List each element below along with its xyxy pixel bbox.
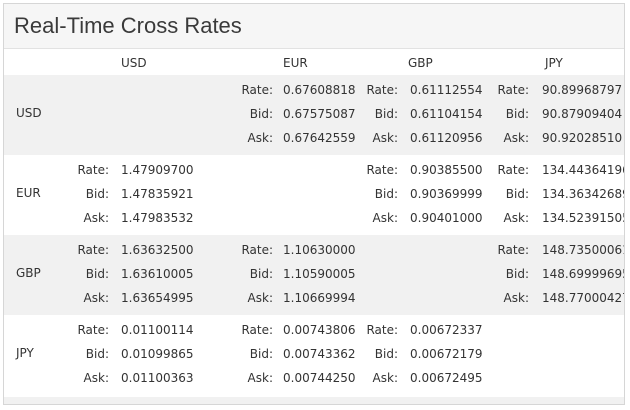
ask-value: 0.67642559 [283, 131, 356, 145]
table-row: EUR Rate: 1.47909700 Bid: 1.47835921 Ask: 1.47… [4, 155, 624, 235]
column-header-usd: USD [121, 56, 147, 70]
rate-label: Rate: [77, 243, 109, 257]
column-header-jpy: JPY [545, 56, 563, 70]
row-header: USD [16, 106, 42, 120]
bid-label: Bid: [505, 267, 529, 281]
table-footer [4, 397, 624, 404]
ask-label: Ask: [247, 371, 273, 385]
ask-value: 0.00672495 [410, 371, 483, 385]
bid-value: 0.61104154 [410, 107, 483, 121]
rate-value: 1.10630000 [283, 243, 356, 257]
ask-value: 1.10669994 [283, 291, 356, 305]
widget-header: Real-Time Cross Rates [4, 4, 624, 49]
ask-value: 90.92028510 [542, 131, 623, 145]
ask-value: 148.77000427 [542, 291, 625, 305]
rate-label: Rate: [241, 323, 273, 337]
ask-label: Ask: [372, 371, 398, 385]
rate-value: 0.00672337 [410, 323, 483, 337]
rate-label: Rate: [497, 163, 529, 177]
ask-value: 0.90401000 [410, 211, 483, 225]
bid-label: Bid: [249, 347, 273, 361]
bid-label: Bid: [85, 187, 109, 201]
ask-value: 1.63654995 [121, 291, 194, 305]
ask-label: Ask: [503, 211, 529, 225]
ask-label: Ask: [247, 131, 273, 145]
rate-value: 0.01100114 [121, 323, 194, 337]
bid-value: 0.01099865 [121, 347, 194, 361]
ask-label: Ask: [503, 291, 529, 305]
column-header-eur: EUR [283, 56, 308, 70]
ask-label: Ask: [83, 291, 109, 305]
bid-value: 1.47835921 [121, 187, 194, 201]
rate-label: Rate: [366, 163, 398, 177]
ask-label: Ask: [372, 131, 398, 145]
ask-value: 0.00744250 [283, 371, 356, 385]
rate-value: 148.73500061 [542, 243, 625, 257]
bid-value: 0.67575087 [283, 107, 356, 121]
ask-label: Ask: [83, 371, 109, 385]
bid-label: Bid: [374, 107, 398, 121]
row-header: EUR [16, 186, 41, 200]
cross-rates-widget: Real-Time Cross Rates USD EUR GBP JPY US… [3, 3, 625, 405]
ask-value: 1.47983532 [121, 211, 194, 225]
rate-value: 0.00743806 [283, 323, 356, 337]
rate-label: Rate: [366, 323, 398, 337]
rate-value: 1.63632500 [121, 243, 194, 257]
row-header: GBP [16, 266, 41, 280]
rate-label: Rate: [241, 83, 273, 97]
rate-value: 1.47909700 [121, 163, 194, 177]
column-header-gbp: GBP [408, 56, 433, 70]
rate-label: Rate: [497, 243, 529, 257]
ask-value: 0.61120956 [410, 131, 483, 145]
table-row: JPY Rate: 0.01100114 Bid: 0.01099865 Ask: 0.01… [4, 315, 624, 395]
table-row: GBP Rate: 1.63632500 Bid: 1.63610005 Ask: 1.63… [4, 235, 624, 315]
ask-label: Ask: [83, 211, 109, 225]
bid-value: 148.69999695 [542, 267, 625, 281]
rate-label: Rate: [366, 83, 398, 97]
rate-label: Rate: [241, 243, 273, 257]
bid-value: 0.90369999 [410, 187, 483, 201]
rate-value: 0.61112554 [410, 83, 483, 97]
rate-value: 0.90385500 [410, 163, 483, 177]
bid-value: 1.10590005 [283, 267, 356, 281]
bid-value: 90.87909404 [542, 107, 623, 121]
rate-label: Rate: [77, 163, 109, 177]
rate-label: Rate: [497, 83, 529, 97]
bid-label: Bid: [85, 347, 109, 361]
widget-title: Real-Time Cross Rates [14, 13, 242, 38]
bid-value: 1.63610005 [121, 267, 194, 281]
bid-label: Bid: [249, 267, 273, 281]
bid-value: 0.00672179 [410, 347, 483, 361]
ask-value: 0.01100363 [121, 371, 194, 385]
bid-label: Bid: [374, 347, 398, 361]
ask-label: Ask: [503, 131, 529, 145]
table-row: USD Rate: 0.67608818 Bid: 0.67575087 Ask: 0.67… [4, 75, 624, 155]
rate-value: 0.67608818 [283, 83, 356, 97]
bid-label: Bid: [85, 267, 109, 281]
row-header: JPY [16, 346, 34, 360]
bid-label: Bid: [249, 107, 273, 121]
bid-label: Bid: [374, 187, 398, 201]
bid-label: Bid: [505, 107, 529, 121]
ask-value: 134.52391505 [542, 211, 625, 225]
bid-value: 134.36342689 [542, 187, 625, 201]
rate-value: 134.44364196 [542, 163, 625, 177]
bid-label: Bid: [505, 187, 529, 201]
bid-value: 0.00743362 [283, 347, 356, 361]
rate-label: Rate: [77, 323, 109, 337]
ask-label: Ask: [247, 291, 273, 305]
rate-value: 90.89968797 [542, 83, 623, 97]
ask-label: Ask: [372, 211, 398, 225]
